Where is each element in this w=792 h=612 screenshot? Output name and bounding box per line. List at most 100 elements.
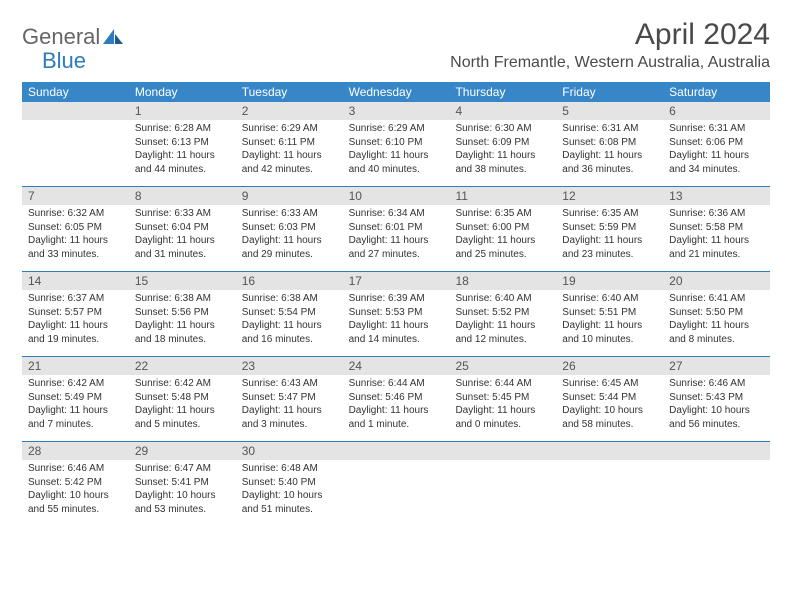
sunrise-line: Sunrise: 6:29 AM bbox=[349, 122, 444, 136]
weeks-container: 1Sunrise: 6:28 AMSunset: 6:13 PMDaylight… bbox=[22, 102, 770, 526]
day-cell: 12Sunrise: 6:35 AMSunset: 5:59 PMDayligh… bbox=[556, 187, 663, 271]
day-number: 5 bbox=[556, 102, 663, 120]
daylight-line: Daylight: 11 hours and 21 minutes. bbox=[669, 234, 764, 261]
day-body: Sunrise: 6:43 AMSunset: 5:47 PMDaylight:… bbox=[236, 375, 343, 437]
day-number: 25 bbox=[449, 357, 556, 375]
sunrise-line: Sunrise: 6:40 AM bbox=[455, 292, 550, 306]
sunrise-line: Sunrise: 6:46 AM bbox=[669, 377, 764, 391]
sunset-line: Sunset: 5:57 PM bbox=[28, 306, 123, 320]
daylight-line: Daylight: 11 hours and 38 minutes. bbox=[455, 149, 550, 176]
sunrise-line: Sunrise: 6:38 AM bbox=[135, 292, 230, 306]
sunset-line: Sunset: 6:10 PM bbox=[349, 136, 444, 150]
day-body: Sunrise: 6:39 AMSunset: 5:53 PMDaylight:… bbox=[343, 290, 450, 352]
day-cell: 7Sunrise: 6:32 AMSunset: 6:05 PMDaylight… bbox=[22, 187, 129, 271]
sunrise-line: Sunrise: 6:42 AM bbox=[28, 377, 123, 391]
day-body: Sunrise: 6:46 AMSunset: 5:42 PMDaylight:… bbox=[22, 460, 129, 522]
sunset-line: Sunset: 5:48 PM bbox=[135, 391, 230, 405]
sunset-line: Sunset: 5:53 PM bbox=[349, 306, 444, 320]
daylight-line: Daylight: 11 hours and 10 minutes. bbox=[562, 319, 657, 346]
weekday-header: Monday bbox=[129, 82, 236, 102]
day-body: Sunrise: 6:30 AMSunset: 6:09 PMDaylight:… bbox=[449, 120, 556, 182]
sunset-line: Sunset: 6:01 PM bbox=[349, 221, 444, 235]
logo-line2: Blue bbox=[42, 42, 86, 74]
day-number: 18 bbox=[449, 272, 556, 290]
day-number: 30 bbox=[236, 442, 343, 460]
day-body: Sunrise: 6:41 AMSunset: 5:50 PMDaylight:… bbox=[663, 290, 770, 352]
sunset-line: Sunset: 5:56 PM bbox=[135, 306, 230, 320]
empty-day-cell bbox=[22, 102, 129, 186]
day-number: 19 bbox=[556, 272, 663, 290]
day-cell: 26Sunrise: 6:45 AMSunset: 5:44 PMDayligh… bbox=[556, 357, 663, 441]
daylight-line: Daylight: 11 hours and 29 minutes. bbox=[242, 234, 337, 261]
calendar: SundayMondayTuesdayWednesdayThursdayFrid… bbox=[22, 82, 770, 526]
day-number: 20 bbox=[663, 272, 770, 290]
day-body: Sunrise: 6:38 AMSunset: 5:54 PMDaylight:… bbox=[236, 290, 343, 352]
title-block: April 2024 North Fremantle, Western Aust… bbox=[450, 18, 770, 72]
sunrise-line: Sunrise: 6:35 AM bbox=[562, 207, 657, 221]
sunrise-line: Sunrise: 6:45 AM bbox=[562, 377, 657, 391]
sunset-line: Sunset: 5:52 PM bbox=[455, 306, 550, 320]
daylight-line: Daylight: 11 hours and 18 minutes. bbox=[135, 319, 230, 346]
daylight-line: Daylight: 10 hours and 58 minutes. bbox=[562, 404, 657, 431]
day-number: 2 bbox=[236, 102, 343, 120]
day-body: Sunrise: 6:37 AMSunset: 5:57 PMDaylight:… bbox=[22, 290, 129, 352]
day-body: Sunrise: 6:29 AMSunset: 6:10 PMDaylight:… bbox=[343, 120, 450, 182]
sunrise-line: Sunrise: 6:29 AM bbox=[242, 122, 337, 136]
sunrise-line: Sunrise: 6:33 AM bbox=[135, 207, 230, 221]
day-number: 3 bbox=[343, 102, 450, 120]
day-body: Sunrise: 6:44 AMSunset: 5:46 PMDaylight:… bbox=[343, 375, 450, 437]
day-cell: 1Sunrise: 6:28 AMSunset: 6:13 PMDaylight… bbox=[129, 102, 236, 186]
day-cell: 2Sunrise: 6:29 AMSunset: 6:11 PMDaylight… bbox=[236, 102, 343, 186]
day-body: Sunrise: 6:38 AMSunset: 5:56 PMDaylight:… bbox=[129, 290, 236, 352]
sunset-line: Sunset: 6:13 PM bbox=[135, 136, 230, 150]
day-cell: 27Sunrise: 6:46 AMSunset: 5:43 PMDayligh… bbox=[663, 357, 770, 441]
day-cell: 21Sunrise: 6:42 AMSunset: 5:49 PMDayligh… bbox=[22, 357, 129, 441]
daylight-line: Daylight: 11 hours and 23 minutes. bbox=[562, 234, 657, 261]
day-number: 9 bbox=[236, 187, 343, 205]
day-cell: 17Sunrise: 6:39 AMSunset: 5:53 PMDayligh… bbox=[343, 272, 450, 356]
day-body: Sunrise: 6:35 AMSunset: 5:59 PMDaylight:… bbox=[556, 205, 663, 267]
daylight-line: Daylight: 11 hours and 12 minutes. bbox=[455, 319, 550, 346]
day-number: 6 bbox=[663, 102, 770, 120]
month-title: April 2024 bbox=[450, 18, 770, 52]
week-row: 7Sunrise: 6:32 AMSunset: 6:05 PMDaylight… bbox=[22, 186, 770, 271]
day-cell: 6Sunrise: 6:31 AMSunset: 6:06 PMDaylight… bbox=[663, 102, 770, 186]
sunset-line: Sunset: 5:40 PM bbox=[242, 476, 337, 490]
day-number: 22 bbox=[129, 357, 236, 375]
day-cell: 16Sunrise: 6:38 AMSunset: 5:54 PMDayligh… bbox=[236, 272, 343, 356]
day-body: Sunrise: 6:33 AMSunset: 6:04 PMDaylight:… bbox=[129, 205, 236, 267]
sunrise-line: Sunrise: 6:42 AM bbox=[135, 377, 230, 391]
daylight-line: Daylight: 11 hours and 40 minutes. bbox=[349, 149, 444, 176]
sunset-line: Sunset: 6:03 PM bbox=[242, 221, 337, 235]
sunset-line: Sunset: 5:47 PM bbox=[242, 391, 337, 405]
daylight-line: Daylight: 10 hours and 56 minutes. bbox=[669, 404, 764, 431]
sunrise-line: Sunrise: 6:40 AM bbox=[562, 292, 657, 306]
weekday-header: Wednesday bbox=[343, 82, 450, 102]
daylight-line: Daylight: 11 hours and 36 minutes. bbox=[562, 149, 657, 176]
daylight-line: Daylight: 11 hours and 7 minutes. bbox=[28, 404, 123, 431]
sunrise-line: Sunrise: 6:34 AM bbox=[349, 207, 444, 221]
day-number: 24 bbox=[343, 357, 450, 375]
day-cell: 19Sunrise: 6:40 AMSunset: 5:51 PMDayligh… bbox=[556, 272, 663, 356]
day-number: 23 bbox=[236, 357, 343, 375]
day-number: 7 bbox=[22, 187, 129, 205]
day-number: 13 bbox=[663, 187, 770, 205]
week-row: 21Sunrise: 6:42 AMSunset: 5:49 PMDayligh… bbox=[22, 356, 770, 441]
weekday-header: Thursday bbox=[449, 82, 556, 102]
sunset-line: Sunset: 6:08 PM bbox=[562, 136, 657, 150]
day-body: Sunrise: 6:33 AMSunset: 6:03 PMDaylight:… bbox=[236, 205, 343, 267]
day-body: Sunrise: 6:31 AMSunset: 6:06 PMDaylight:… bbox=[663, 120, 770, 182]
day-body: Sunrise: 6:45 AMSunset: 5:44 PMDaylight:… bbox=[556, 375, 663, 437]
day-body: Sunrise: 6:40 AMSunset: 5:52 PMDaylight:… bbox=[449, 290, 556, 352]
day-number: 17 bbox=[343, 272, 450, 290]
sunrise-line: Sunrise: 6:28 AM bbox=[135, 122, 230, 136]
sunrise-line: Sunrise: 6:31 AM bbox=[562, 122, 657, 136]
sunrise-line: Sunrise: 6:30 AM bbox=[455, 122, 550, 136]
location-text: North Fremantle, Western Australia, Aust… bbox=[450, 54, 770, 72]
logo-sail-icon bbox=[102, 28, 124, 46]
day-body: Sunrise: 6:31 AMSunset: 6:08 PMDaylight:… bbox=[556, 120, 663, 182]
weekday-header: Tuesday bbox=[236, 82, 343, 102]
sunrise-line: Sunrise: 6:33 AM bbox=[242, 207, 337, 221]
day-cell: 4Sunrise: 6:30 AMSunset: 6:09 PMDaylight… bbox=[449, 102, 556, 186]
sunset-line: Sunset: 5:43 PM bbox=[669, 391, 764, 405]
